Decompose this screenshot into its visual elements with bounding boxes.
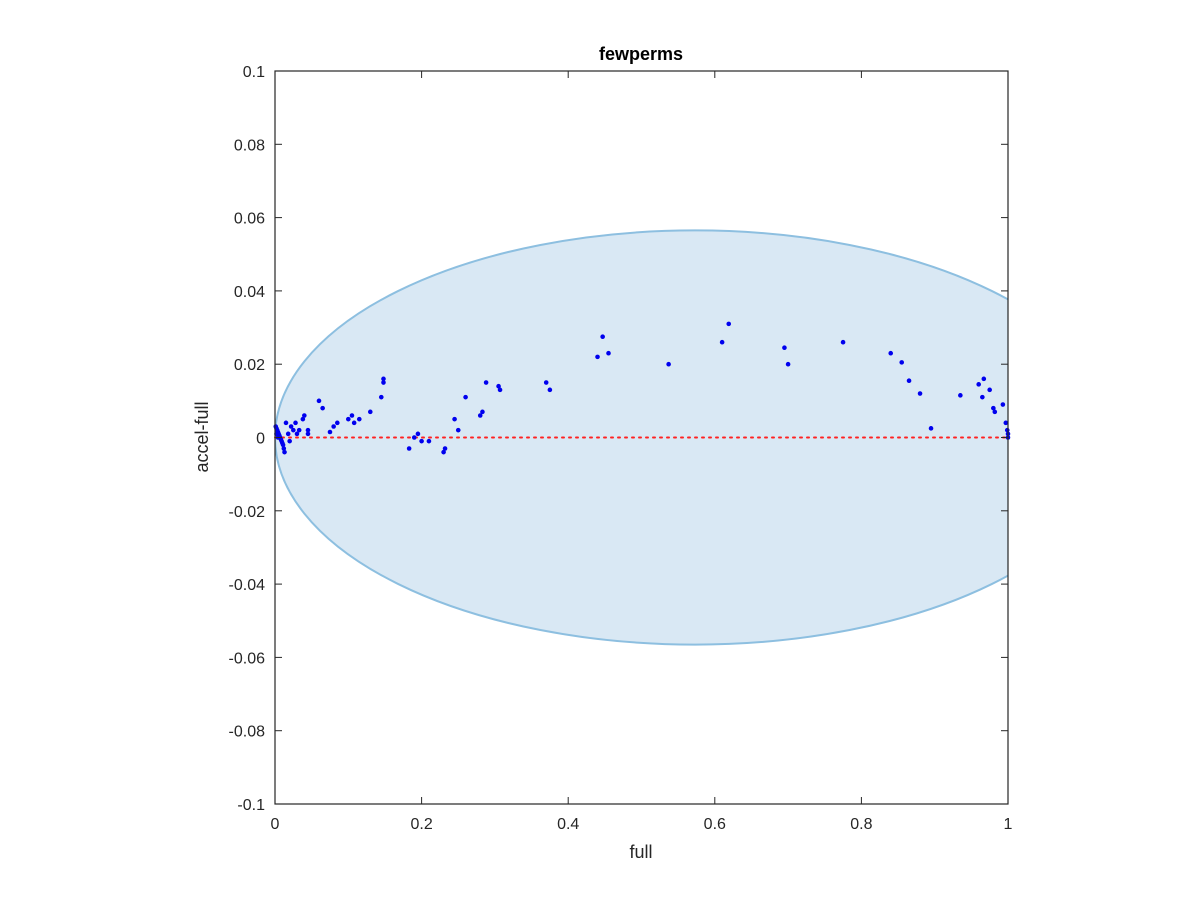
data-point [280,442,286,448]
data-point [547,387,553,393]
data-point [600,334,605,340]
data-point [442,446,448,451]
data-point [1003,420,1009,426]
data-point [305,431,311,437]
y-tick-label: -0.04 [229,577,266,594]
data-point [282,449,287,455]
data-point [406,446,412,451]
data-point [666,361,671,367]
data-point [378,394,384,400]
chart-title: fewperms [599,44,683,64]
data-point [291,427,296,433]
data-point [719,339,725,345]
data-point [906,378,912,383]
data-point [888,350,894,356]
data-point [726,321,732,327]
data-point [840,339,846,345]
x-tick-label: 0.8 [850,816,872,833]
data-point [426,438,432,444]
data-point [335,420,340,426]
data-point [293,420,298,426]
data-point [320,405,325,411]
data-point [281,446,287,451]
data-point [917,391,923,396]
x-tick-label: 0.4 [557,816,579,833]
data-point [356,416,362,422]
data-point [606,350,611,356]
y-tick-label: 0.02 [234,357,265,374]
data-point [300,416,306,422]
data-point [349,413,355,418]
y-tick-label: 0.08 [234,137,265,154]
data-point [351,420,357,426]
data-point [483,380,489,385]
data-point [496,383,501,389]
y-tick-label: 0.1 [243,64,265,81]
x-tick-label: 1 [1004,816,1013,833]
data-point [331,424,336,429]
data-point [381,376,386,382]
data-point [452,416,457,422]
data-point [981,376,987,382]
data-point [991,405,996,411]
data-point [287,438,292,444]
data-point [367,409,373,415]
y-tick-label: -0.02 [229,504,266,521]
data-point [327,429,333,435]
x-tick-label: 0.6 [704,816,726,833]
data-point [294,431,300,437]
x-axis-title: full [629,842,652,862]
data-point [595,354,600,360]
data-point [415,431,421,437]
x-tick-label: 0.2 [410,816,432,833]
y-tick-label: 0 [256,431,265,448]
data-point [480,409,485,415]
y-tick-label: -0.06 [229,650,266,667]
data-point [980,394,985,400]
y-tick-label: 0.06 [234,211,265,228]
y-tick-label: -0.08 [229,724,266,741]
data-point [497,387,503,393]
data-point [463,394,468,400]
data-point [899,360,905,365]
data-point [455,427,461,433]
data-point [346,416,351,422]
data-point [305,427,311,433]
data-point [288,424,294,429]
data-point [785,361,791,367]
data-point [543,380,549,385]
data-point [987,387,992,393]
data-point [302,413,307,418]
data-point [419,438,424,444]
data-point [976,382,981,387]
data-point [928,426,934,431]
data-point [316,398,322,404]
y-tick-label: 0.04 [234,284,265,301]
data-point [381,380,386,385]
data-point [1000,402,1006,407]
data-point [477,413,483,418]
data-point [296,427,302,433]
x-tick-label: 0 [271,816,280,833]
y-tick-label: -0.1 [237,797,265,814]
data-point [441,449,446,455]
data-point [411,435,417,440]
data-point [782,345,787,351]
y-axis-title: accel-full [192,401,212,472]
data-point [958,393,963,398]
data-point [283,420,289,426]
data-point [285,431,291,437]
data-point [992,409,998,415]
